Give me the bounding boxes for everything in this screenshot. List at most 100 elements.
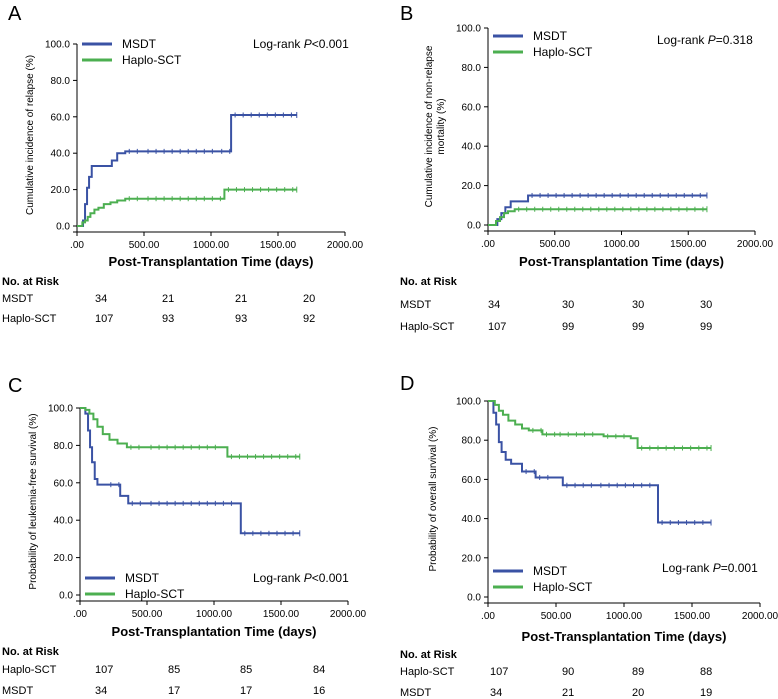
- risk-count: 21: [562, 687, 574, 699]
- y-tick-label: 80.0: [54, 441, 74, 452]
- risk-row-label: Haplo-SCT: [400, 666, 455, 678]
- logrank-p: P: [708, 33, 716, 47]
- panel-b: B 0.0 20.0 40.0 60.0 80.0 100.0 .00 500.00 1000.0…: [400, 3, 774, 333]
- logrank-value: =0.318: [716, 33, 753, 47]
- logrank-value: <0.001: [312, 571, 349, 585]
- x-tick-label: 1500.00: [260, 240, 297, 251]
- risk-count: 89: [632, 666, 644, 678]
- risk-table-title: No. at Risk: [2, 276, 60, 288]
- risk-row-label: Haplo-SCT: [2, 313, 57, 325]
- risk-count: 90: [562, 666, 574, 678]
- risk-count: 34: [95, 293, 107, 305]
- risk-count: 92: [303, 313, 315, 325]
- x-tick-label: 1000.00: [603, 239, 640, 250]
- x-tick-label: 1000.00: [196, 609, 233, 620]
- x-tick-label: 500.00: [132, 609, 163, 620]
- y-tick-label: 40.0: [54, 516, 74, 527]
- risk-row-label: MSDT: [2, 293, 33, 305]
- legend-label: Haplo-SCT: [533, 580, 593, 594]
- risk-count: 20: [303, 293, 315, 305]
- y-tick-label: 20.0: [51, 185, 71, 196]
- logrank-p: P: [304, 571, 312, 585]
- series-line-haplo: [488, 400, 712, 450]
- risk-row-label: Haplo-SCT: [400, 321, 455, 333]
- series-line-msdt: [77, 113, 297, 227]
- y-tick-label: 60.0: [462, 102, 482, 113]
- risk-count: 93: [162, 313, 174, 325]
- risk-count: 16: [313, 685, 325, 697]
- series-line-msdt: [488, 194, 707, 226]
- risk-count: 30: [700, 299, 712, 311]
- x-tick-label: 2000.00: [737, 239, 774, 250]
- y-axis-label: Probability of leukemia-free survival (%…: [28, 413, 39, 589]
- y-tick-label: 40.0: [462, 142, 482, 153]
- risk-row-label: MSDT: [400, 299, 431, 311]
- panel-c: C 0.0 20.0 40.0 60.0 80.0 100.0 .00 500.00 1000.0…: [2, 375, 367, 697]
- risk-count: 107: [95, 313, 113, 325]
- risk-table-title: No. at Risk: [400, 276, 458, 288]
- y-axis-label-line: mortality (%): [436, 98, 447, 154]
- y-tick-label: 100.0: [456, 397, 481, 408]
- legend-label: Haplo-SCT: [533, 45, 593, 59]
- risk-count: 21: [235, 293, 247, 305]
- x-tick-label: 2000.00: [327, 240, 364, 251]
- risk-count: 21: [162, 293, 174, 305]
- series-line-haplo: [488, 208, 707, 226]
- x-tick-label: 1000.00: [606, 611, 643, 622]
- risk-row-label: MSDT: [2, 685, 33, 697]
- legend-label: MSDT: [533, 29, 568, 43]
- panel-letter: D: [400, 373, 414, 395]
- risk-count: 30: [632, 299, 644, 311]
- x-tick-label: .00: [481, 239, 495, 250]
- risk-count: 17: [240, 685, 252, 697]
- risk-count: 99: [562, 321, 574, 333]
- y-tick-label: 0.0: [56, 222, 70, 233]
- logrank-value: =0.001: [721, 561, 758, 575]
- legend-label: MSDT: [125, 571, 160, 585]
- y-tick-label: 20.0: [462, 181, 482, 192]
- x-axis-label: Post-Transplantation Time (days): [112, 624, 317, 639]
- logrank-annotation: Log-rank P=0.318: [657, 33, 753, 47]
- risk-count: 88: [700, 666, 712, 678]
- y-tick-label: 40.0: [462, 514, 482, 525]
- series-line-msdt: [80, 407, 300, 535]
- panel-d: D 0.0 20.0 40.0 60.0 80.0 100.0 .00 500.00 1000.0…: [400, 373, 778, 699]
- risk-count: 34: [490, 687, 502, 699]
- series-line-msdt: [488, 400, 712, 524]
- logrank-p: P: [713, 561, 721, 575]
- risk-count: 107: [95, 664, 113, 676]
- y-tick-label: 40.0: [51, 149, 71, 160]
- risk-count: 93: [235, 313, 247, 325]
- y-tick-label: 100.0: [48, 404, 73, 415]
- panel-a: A 0.0 20.0 40.0 60.0 80.0 100.0 .00 500.00 1000.0…: [2, 3, 364, 325]
- risk-count: 19: [700, 687, 712, 699]
- y-axis-label-line: Cumulative incidence of non-relapse: [424, 45, 435, 207]
- risk-count: 34: [95, 685, 107, 697]
- legend-label: Haplo-SCT: [122, 53, 182, 67]
- risk-count: 99: [700, 321, 712, 333]
- logrank-annotation: Log-rank P=0.001: [662, 561, 758, 575]
- y-tick-label: 80.0: [462, 436, 482, 447]
- x-axis-label: Post-Transplantation Time (days): [109, 254, 314, 269]
- logrank-annotation: Log-rank P<0.001: [253, 37, 349, 51]
- y-tick-label: 80.0: [51, 76, 71, 87]
- risk-count: 17: [168, 685, 180, 697]
- risk-count: 20: [632, 687, 644, 699]
- logrank-prefix: Log-rank: [662, 561, 713, 575]
- series-line-haplo: [80, 407, 300, 458]
- y-axis-label: Cumulative incidence of non-relapsemorta…: [424, 45, 447, 207]
- x-tick-label: .00: [70, 240, 84, 251]
- x-tick-label: 500.00: [541, 611, 572, 622]
- y-tick-label: 20.0: [462, 553, 482, 564]
- y-tick-label: 0.0: [467, 221, 481, 232]
- x-tick-label: 2000.00: [330, 609, 367, 620]
- y-tick-label: 100.0: [456, 24, 481, 35]
- risk-count: 99: [632, 321, 644, 333]
- y-axis-label: Cumulative incidence of relapse (%): [25, 55, 36, 215]
- y-tick-label: 0.0: [467, 593, 481, 604]
- x-tick-label: 2000.00: [742, 611, 778, 622]
- logrank-annotation: Log-rank P<0.001: [253, 571, 349, 585]
- y-tick-label: 0.0: [59, 591, 73, 602]
- risk-table-title: No. at Risk: [400, 649, 458, 661]
